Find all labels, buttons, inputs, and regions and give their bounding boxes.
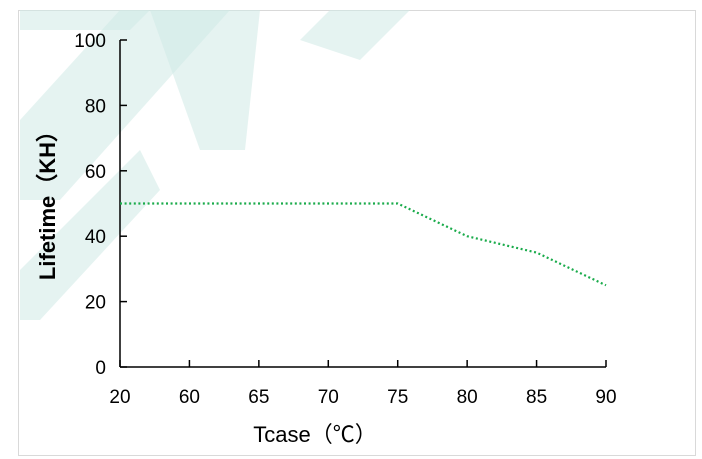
x-tick-label: 20: [109, 387, 130, 408]
series-line: [120, 202, 607, 287]
x-tick-label: 65: [248, 387, 269, 408]
x-tick-label: 80: [457, 387, 478, 408]
watermark-band: [300, 10, 410, 60]
y-tick-label: 100: [74, 31, 106, 52]
watermark-band: [20, 150, 160, 320]
y-tick-label: 0: [95, 358, 106, 379]
x-tick-label: 85: [526, 387, 547, 408]
x-tick-label: 60: [179, 387, 200, 408]
y-tick-label: 40: [85, 227, 106, 248]
x-tick-label: 75: [387, 387, 408, 408]
x-tick-label: 70: [318, 387, 339, 408]
y-tick-label: 20: [85, 293, 106, 314]
watermark-shapes: [20, 10, 410, 320]
x-axis-title: Tcase（℃）: [253, 422, 376, 447]
y-tick-label: 80: [85, 96, 106, 117]
x-tick-label: 90: [595, 387, 616, 408]
y-axis-title: Lifetime（KH）: [35, 120, 60, 280]
watermark-band: [150, 10, 260, 150]
series-layer: [119, 202, 607, 287]
y-tick-label: 60: [85, 162, 106, 183]
